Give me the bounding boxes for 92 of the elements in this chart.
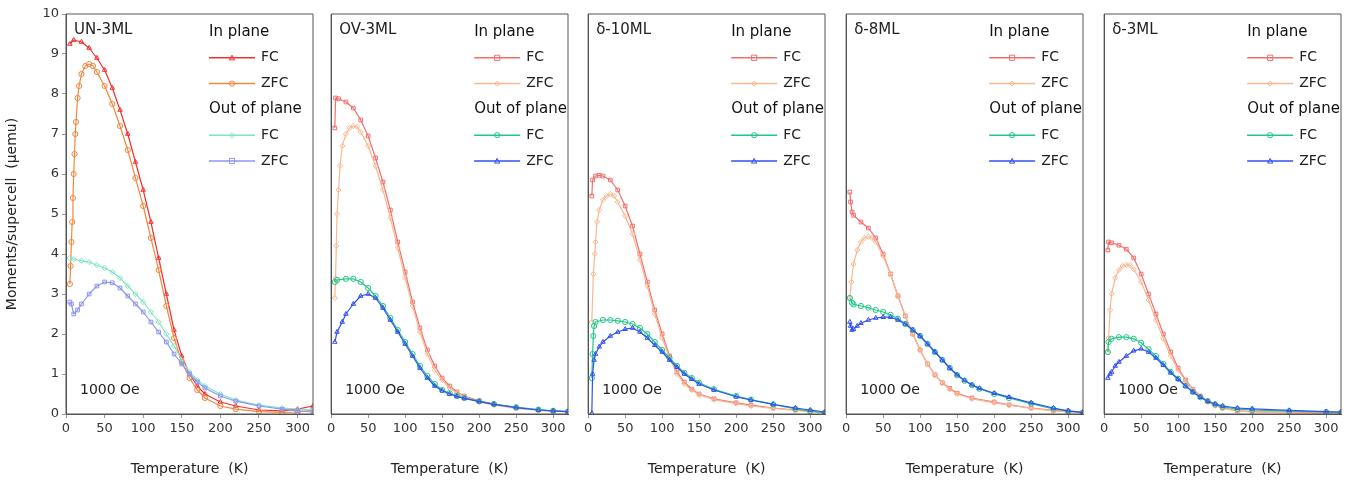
x-tick-label: 100 [392, 420, 418, 436]
x-tick-label: 250 [503, 420, 529, 436]
annotation: Out of plane [209, 99, 302, 118]
y-tick-label: 10 [42, 5, 59, 21]
legend-label: FC [1041, 48, 1060, 65]
x-tick-label: 300 [1055, 420, 1081, 436]
annotation: Out of plane [1247, 99, 1340, 118]
legend-label: ZFC [261, 74, 289, 91]
annotation: 1000 Oe [602, 380, 662, 397]
x-tick-label: 100 [1165, 420, 1191, 436]
chart-title: δ-8ML [854, 19, 901, 38]
legend-label: ZFC [1041, 151, 1069, 168]
legend-label: FC [261, 48, 280, 65]
legend-label: ZFC [526, 151, 554, 168]
legend-label: FC [1299, 125, 1318, 142]
annotation: Out of plane [989, 99, 1082, 118]
x-axis-title: Temperature (K) [129, 460, 249, 477]
x-tick-label: 100 [130, 420, 156, 436]
annotation: 1000 Oe [345, 380, 405, 397]
x-tick-label: 150 [169, 420, 195, 436]
x-axis-title: Temperature (K) [904, 460, 1024, 477]
x-tick-label: 250 [760, 420, 786, 436]
legend-label: FC [783, 125, 802, 142]
x-tick-label: 250 [1018, 420, 1044, 436]
y-tick-label: 1 [50, 365, 59, 381]
x-tick-label: 150 [1202, 420, 1228, 436]
y-tick-label: 3 [50, 285, 59, 301]
annotation: Out of plane [474, 99, 567, 118]
x-tick-label: 0 [1099, 420, 1109, 436]
x-tick-label: 200 [981, 420, 1007, 436]
x-tick-label: 200 [207, 420, 233, 436]
x-tick-label: 0 [326, 420, 336, 436]
x-tick-label: 200 [723, 420, 749, 436]
x-tick-label: 0 [841, 420, 851, 436]
annotation: In plane [989, 21, 1050, 40]
legend-label: FC [1299, 48, 1318, 65]
legend-label: FC [526, 48, 545, 65]
y-tick-label: 4 [50, 245, 59, 261]
y-tick-label: 0 [50, 405, 59, 421]
annotation: In plane [209, 21, 270, 40]
x-tick-label: 300 [540, 420, 566, 436]
x-tick-label: 150 [429, 420, 455, 436]
legend-label: ZFC [1041, 74, 1069, 91]
chart-title: δ-10ML [596, 19, 652, 38]
x-tick-label: 250 [246, 420, 272, 436]
x-tick-label: 250 [1276, 420, 1302, 436]
y-tick-label: 8 [50, 85, 59, 101]
y-tick-label: 7 [50, 125, 59, 141]
x-axis-title: Temperature (K) [1162, 460, 1282, 477]
x-tick-label: 50 [874, 420, 892, 436]
legend-label: ZFC [526, 74, 554, 91]
x-tick-label: 0 [61, 420, 71, 436]
x-tick-label: 300 [1313, 420, 1339, 436]
annotation: 1000 Oe [1118, 380, 1178, 397]
x-tick-label: 200 [1239, 420, 1265, 436]
y-tick-label: 2 [50, 325, 59, 341]
x-tick-label: 0 [583, 420, 593, 436]
y-tick-label: 5 [50, 205, 59, 221]
annotation: In plane [474, 21, 535, 40]
x-tick-label: 100 [649, 420, 675, 436]
y-tick-label: 6 [50, 165, 59, 181]
legend-label: ZFC [1299, 74, 1327, 91]
annotation: In plane [731, 21, 792, 40]
annotation: 1000 Oe [80, 380, 140, 397]
legend-label: FC [526, 125, 545, 142]
x-axis-title: Temperature (K) [389, 460, 509, 477]
x-tick-label: 150 [686, 420, 712, 436]
x-tick-label: 50 [616, 420, 634, 436]
x-tick-label: 200 [466, 420, 492, 436]
x-tick-label: 50 [359, 420, 377, 436]
x-tick-label: 100 [907, 420, 933, 436]
legend-label: ZFC [783, 74, 811, 91]
x-axis-title: Temperature (K) [646, 460, 766, 477]
legend-label: ZFC [783, 151, 811, 168]
annotation: Out of plane [731, 99, 824, 118]
legend-label: FC [1041, 125, 1060, 142]
legend-label: ZFC [1299, 151, 1327, 168]
legend-label: FC [783, 48, 802, 65]
x-tick-label: 50 [96, 420, 113, 436]
chart-title: UN-3ML [74, 19, 134, 38]
chart-title: OV-3ML [339, 19, 397, 38]
y-axis-title: Moments/supercell (μemu) [3, 117, 20, 311]
legend-label: FC [261, 125, 280, 142]
annotation: In plane [1247, 21, 1308, 40]
chart-title: δ-3ML [1112, 19, 1159, 38]
x-tick-label: 150 [944, 420, 970, 436]
x-tick-label: 300 [285, 420, 310, 436]
legend-label: ZFC [261, 151, 289, 168]
x-tick-label: 300 [797, 420, 823, 436]
annotation: 1000 Oe [860, 380, 920, 397]
x-tick-label: 50 [1132, 420, 1150, 436]
y-tick-label: 9 [50, 45, 59, 61]
